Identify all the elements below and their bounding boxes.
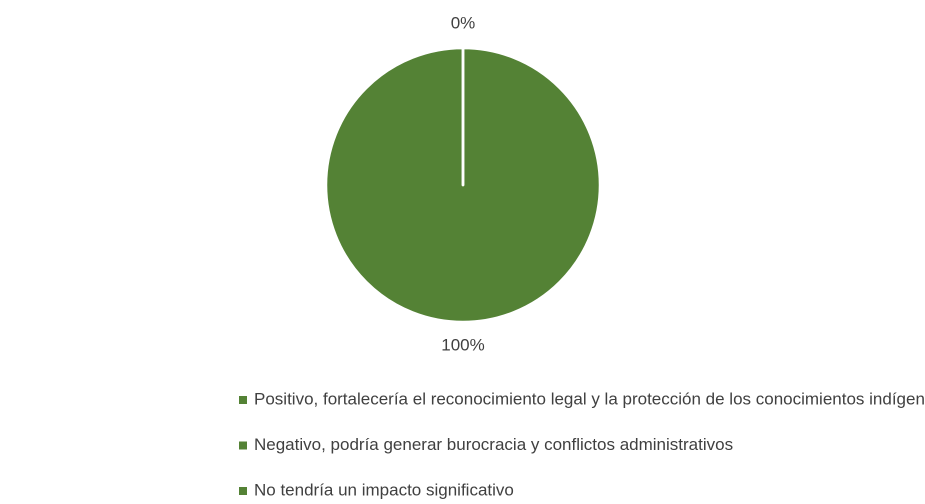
legend-label: Negativo, podría generar burocracia y co… xyxy=(254,435,733,454)
data-label: 0% xyxy=(451,13,476,32)
legend-label: No tendría un impacto significativo xyxy=(254,480,514,499)
legend-swatch xyxy=(239,396,247,404)
data-label: 100% xyxy=(441,335,484,354)
legend-swatch xyxy=(239,441,247,450)
legend-swatch xyxy=(239,487,247,495)
legend-label: Positivo, fortalecería el reconocimiento… xyxy=(254,389,925,408)
